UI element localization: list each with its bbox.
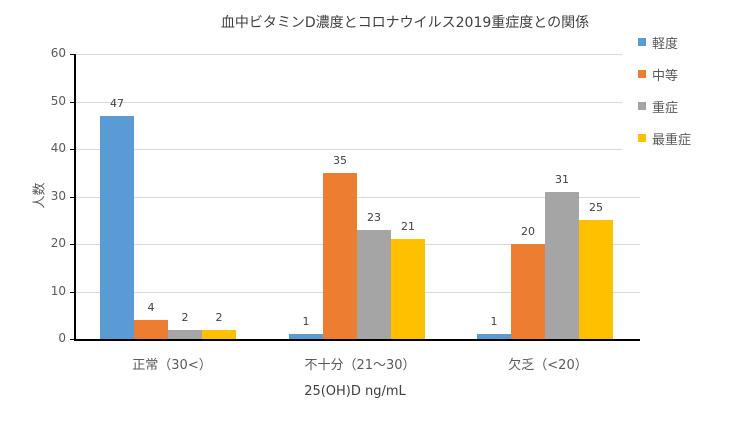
bar <box>202 329 236 339</box>
legend-swatch-icon <box>638 102 646 110</box>
bar <box>511 244 545 339</box>
bar <box>134 320 168 339</box>
legend-label: 重症 <box>652 100 679 116</box>
y-tick-label: 50 <box>50 94 66 108</box>
bar <box>100 115 134 339</box>
legend-swatch-icon <box>638 134 646 142</box>
legend-swatch-icon <box>638 70 646 78</box>
y-tick-mark <box>70 102 75 103</box>
legend-swatch-icon <box>638 38 646 46</box>
category-label-normal: 正常（30<） <box>132 358 212 373</box>
data-label: 4 <box>147 301 155 314</box>
legend-item-mild: 軽度 <box>638 26 691 58</box>
data-label: 35 <box>333 153 347 167</box>
data-label: 20 <box>521 225 535 238</box>
data-label: 31 <box>555 172 569 186</box>
bar <box>579 220 613 339</box>
y-tick-mark <box>70 197 75 198</box>
gridline <box>75 102 622 103</box>
legend-label: 軽度 <box>652 36 679 52</box>
legend-item-critical: 最重症 <box>638 122 691 154</box>
bar <box>391 239 425 339</box>
y-tick-label: 20 <box>50 236 66 250</box>
y-tick-mark <box>70 149 75 150</box>
legend: 軽度 中等 重症 最重症 <box>638 26 691 154</box>
y-tick-label: 30 <box>50 189 66 203</box>
data-label: 1 <box>302 315 310 329</box>
y-tick-mark <box>70 54 75 55</box>
data-label: 25 <box>589 201 603 215</box>
x-axis-line <box>74 339 640 341</box>
bar <box>323 172 357 339</box>
y-tick-mark <box>70 339 75 340</box>
bar <box>357 229 391 339</box>
category-label-insufficient: 不十分（21～30） <box>304 358 416 373</box>
y-tick-label: 60 <box>50 46 66 60</box>
bar <box>168 329 202 339</box>
x-axis-label: 25(OH)D ng/mL <box>304 384 406 399</box>
y-tick-label: 40 <box>50 141 66 155</box>
gridline <box>75 197 640 198</box>
data-label: 2 <box>181 310 189 324</box>
data-label: 47 <box>110 96 124 110</box>
data-label: 21 <box>401 220 415 234</box>
legend-item-severe: 重症 <box>638 90 691 122</box>
legend-label: 最重症 <box>652 132 692 148</box>
data-label: 1 <box>490 315 498 329</box>
y-tick-label: 0 <box>58 331 66 345</box>
legend-item-moderate: 中等 <box>638 58 691 90</box>
bar <box>477 334 511 339</box>
gridline <box>75 54 622 55</box>
category-label-deficient: 欠乏（<20） <box>508 358 588 373</box>
data-label: 2 <box>215 310 223 324</box>
chart-title: 血中ビタミンD濃度とコロナウイルス2019重症度との関係 <box>220 15 590 31</box>
data-label: 23 <box>367 210 381 224</box>
y-tick-mark <box>70 292 75 293</box>
y-tick-mark <box>70 244 75 245</box>
bar <box>289 334 323 339</box>
bar <box>545 191 579 339</box>
y-tick-label: 10 <box>50 284 66 298</box>
legend-label: 中等 <box>652 68 679 84</box>
gridline <box>75 149 622 150</box>
